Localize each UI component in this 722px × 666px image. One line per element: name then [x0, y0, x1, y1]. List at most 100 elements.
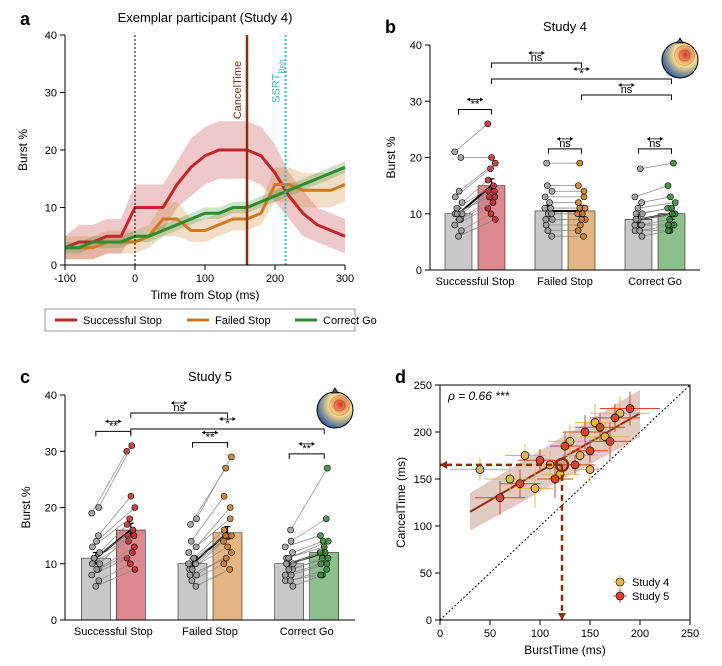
- subject-point-gray: [456, 233, 462, 239]
- subject-point-color: [575, 200, 581, 206]
- topomap: [317, 388, 353, 428]
- scatter-point-study5: [561, 442, 569, 450]
- subject-point-gray: [637, 228, 643, 234]
- legend-label-correct_go: Correct Go: [323, 315, 377, 327]
- scatter-point-study5: [581, 428, 589, 436]
- subject-point-gray: [543, 216, 549, 222]
- subject-point-color: [132, 505, 138, 511]
- ytick: 100: [414, 521, 432, 533]
- sig-text-1: ns: [559, 138, 571, 150]
- ytick: 0: [51, 260, 57, 272]
- subject-point-gray: [96, 505, 102, 511]
- ytick: 200: [414, 427, 432, 439]
- topomap: [662, 38, 698, 78]
- ytick: 20: [45, 145, 57, 157]
- subject-point-gray: [95, 533, 101, 539]
- subject-point-color: [317, 550, 323, 556]
- subject-point-color: [228, 550, 234, 556]
- panel-a: aExemplar participant (Study 4)CancelTim…: [16, 9, 377, 331]
- vline-cancel-label: CancelTime: [232, 61, 244, 119]
- rho-text: ρ = 0.66 ***: [447, 389, 510, 403]
- subject-point-gray: [549, 233, 555, 239]
- xtick: 100: [531, 628, 549, 640]
- subject-point-gray: [547, 200, 553, 206]
- subject-point-gray: [186, 550, 192, 556]
- subject-point-gray: [94, 538, 100, 544]
- subject-point-color: [129, 550, 135, 556]
- category-label-0: Successful Stop: [74, 626, 153, 638]
- scatter-point-study4: [576, 452, 584, 460]
- subject-point-color: [488, 211, 494, 217]
- subject-point-gray: [193, 544, 199, 550]
- subject-point-gray: [193, 516, 199, 522]
- legend-label-failed_stop: Failed Stop: [215, 315, 271, 327]
- subject-point-color: [227, 516, 233, 522]
- ytick: 0: [426, 615, 432, 627]
- sig-text-0: **: [471, 99, 480, 111]
- subject-point-gray: [187, 521, 193, 527]
- xtick: 300: [336, 273, 354, 285]
- subject-point-gray: [290, 561, 296, 567]
- subject-point-gray: [542, 194, 548, 200]
- subject-point-color: [581, 194, 587, 200]
- subject-point-color: [485, 177, 491, 183]
- subject-point-color: [318, 572, 324, 578]
- subject-point-color: [131, 544, 137, 550]
- subject-point-color: [221, 561, 227, 567]
- subject-point-color: [227, 566, 233, 572]
- category-label-2: Correct Go: [280, 626, 334, 638]
- subject-point-gray: [189, 566, 195, 572]
- subject-point-gray: [290, 550, 296, 556]
- ytick: 0: [51, 615, 57, 627]
- subject-point-gray: [194, 572, 200, 578]
- scatter-point-study5: [626, 405, 634, 413]
- legend-label-successful_stop: Successful Stop: [83, 315, 162, 327]
- subject-point-color: [321, 544, 327, 550]
- subject-point-color: [672, 200, 678, 206]
- ytick: 40: [410, 40, 422, 52]
- ytick: 250: [414, 380, 432, 392]
- category-label-1: Failed Stop: [182, 626, 238, 638]
- subject-point-color: [221, 527, 227, 533]
- subject-point-color: [320, 538, 326, 544]
- subject-point-gray: [544, 183, 550, 189]
- panel-a-ylabel: Burst %: [16, 129, 30, 171]
- subject-point-color: [669, 211, 675, 217]
- subject-point-color: [225, 544, 231, 550]
- subject-point-gray: [547, 205, 553, 211]
- subject-line: [640, 163, 673, 169]
- subject-point-gray: [454, 211, 460, 217]
- subject-point-color: [669, 205, 675, 211]
- subject-point-color: [132, 566, 138, 572]
- subject-point-gray: [632, 222, 638, 228]
- subject-point-gray: [456, 216, 462, 222]
- scatter-point-study5: [516, 480, 524, 488]
- subject-point-color: [130, 527, 136, 533]
- subject-point-gray: [193, 583, 199, 589]
- ytick: 10: [45, 559, 57, 571]
- ytick: 20: [45, 503, 57, 515]
- subject-line: [196, 457, 231, 519]
- panel-b-title: Study 4: [543, 19, 587, 34]
- xtick: 150: [581, 628, 599, 640]
- subject-point-gray: [639, 211, 645, 217]
- subject-point-color: [223, 533, 229, 539]
- scatter-point-study5: [536, 456, 544, 464]
- subject-point-color: [667, 216, 673, 222]
- scatter-point-study5: [586, 447, 594, 455]
- panel-letter-a: a: [20, 9, 31, 29]
- subject-point-color: [227, 505, 233, 511]
- subject-point-gray: [637, 166, 643, 172]
- panel-d-legend: Study 4Study 5: [613, 575, 669, 603]
- subject-point-color: [325, 555, 331, 561]
- subject-point-gray: [97, 561, 103, 567]
- subject-point-color: [318, 561, 324, 567]
- subject-point-color: [490, 183, 496, 189]
- ytick: 30: [410, 96, 422, 108]
- sig-text-2: **: [302, 443, 311, 455]
- subject-point-gray: [186, 561, 192, 567]
- subject-point-color: [324, 561, 330, 567]
- subject-point-color: [490, 200, 496, 206]
- xtick: 250: [681, 628, 699, 640]
- subject-point-gray: [282, 572, 288, 578]
